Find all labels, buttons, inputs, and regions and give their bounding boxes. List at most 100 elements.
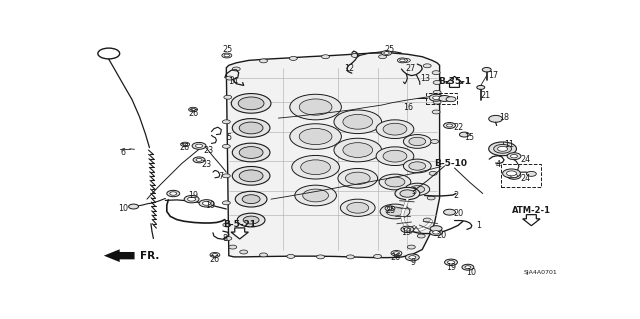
Text: 19: 19 (401, 228, 412, 237)
Circle shape (433, 90, 441, 94)
Circle shape (222, 145, 230, 148)
Circle shape (429, 171, 437, 175)
Text: 26: 26 (179, 143, 189, 152)
Circle shape (303, 189, 328, 202)
Circle shape (334, 138, 381, 162)
Circle shape (260, 253, 268, 257)
Circle shape (239, 122, 263, 134)
Text: B-5-10: B-5-10 (435, 159, 467, 168)
Circle shape (483, 68, 491, 72)
Circle shape (511, 154, 518, 158)
Circle shape (229, 245, 237, 249)
Circle shape (231, 93, 271, 113)
Text: 2: 2 (453, 191, 458, 200)
Text: SJA4A0701: SJA4A0701 (524, 270, 557, 275)
Circle shape (196, 159, 202, 161)
Text: 26: 26 (390, 253, 400, 262)
Circle shape (408, 245, 415, 249)
Circle shape (460, 132, 469, 137)
Circle shape (196, 144, 202, 148)
Text: 13: 13 (420, 74, 430, 83)
Circle shape (376, 120, 414, 138)
Circle shape (237, 213, 265, 227)
Circle shape (429, 229, 443, 235)
Circle shape (300, 99, 332, 115)
Circle shape (192, 142, 206, 149)
Circle shape (433, 231, 440, 234)
Circle shape (188, 197, 196, 201)
Circle shape (385, 206, 395, 211)
Text: 11: 11 (504, 140, 514, 149)
Text: 19: 19 (205, 201, 215, 210)
Circle shape (405, 254, 419, 261)
Text: 27: 27 (405, 64, 415, 73)
Text: 20: 20 (453, 209, 463, 218)
Text: 12: 12 (344, 64, 355, 73)
Circle shape (384, 52, 389, 54)
Circle shape (223, 223, 231, 227)
Circle shape (238, 97, 264, 110)
Circle shape (409, 256, 416, 259)
Circle shape (289, 56, 297, 60)
Text: B-35-1: B-35-1 (438, 77, 471, 86)
Circle shape (409, 162, 426, 170)
Circle shape (222, 120, 230, 124)
Circle shape (347, 202, 369, 213)
Circle shape (239, 170, 263, 182)
Circle shape (189, 107, 198, 112)
Circle shape (376, 147, 414, 166)
Circle shape (433, 100, 441, 104)
Circle shape (507, 172, 521, 179)
Circle shape (184, 196, 199, 203)
Text: 9: 9 (411, 258, 416, 267)
Circle shape (477, 85, 484, 89)
Circle shape (287, 255, 295, 258)
Circle shape (386, 207, 404, 216)
Circle shape (401, 226, 414, 233)
Text: 4: 4 (495, 160, 500, 168)
Circle shape (462, 264, 474, 270)
Text: 23: 23 (203, 145, 213, 154)
Text: 3: 3 (412, 187, 417, 196)
Circle shape (423, 64, 431, 68)
Circle shape (432, 71, 440, 75)
FancyArrow shape (231, 228, 248, 239)
Circle shape (182, 143, 188, 145)
Circle shape (300, 129, 332, 145)
Text: FR.: FR. (140, 251, 159, 261)
Circle shape (334, 110, 381, 134)
Circle shape (404, 228, 411, 231)
Circle shape (129, 204, 138, 209)
Circle shape (417, 234, 425, 238)
Circle shape (222, 174, 230, 178)
Circle shape (170, 192, 177, 195)
Circle shape (399, 59, 405, 62)
Circle shape (180, 142, 189, 147)
Text: 21: 21 (481, 91, 491, 100)
Text: 20: 20 (436, 231, 446, 240)
Circle shape (232, 143, 270, 162)
Circle shape (212, 254, 218, 256)
Circle shape (433, 80, 441, 85)
Circle shape (433, 96, 440, 100)
Circle shape (405, 183, 429, 196)
Circle shape (447, 124, 452, 127)
Circle shape (394, 252, 399, 255)
Circle shape (374, 255, 381, 258)
Circle shape (383, 123, 407, 135)
Circle shape (438, 95, 451, 101)
Circle shape (465, 266, 471, 269)
Circle shape (290, 94, 341, 120)
Circle shape (210, 252, 220, 257)
Polygon shape (227, 53, 440, 258)
Circle shape (236, 191, 267, 207)
Circle shape (447, 261, 454, 264)
Text: 25: 25 (223, 45, 233, 54)
Text: 14: 14 (228, 77, 238, 86)
Circle shape (260, 59, 268, 63)
Text: 1: 1 (476, 221, 481, 230)
Text: 18: 18 (499, 113, 509, 122)
Circle shape (403, 58, 410, 62)
Circle shape (397, 58, 408, 63)
Circle shape (379, 174, 411, 190)
